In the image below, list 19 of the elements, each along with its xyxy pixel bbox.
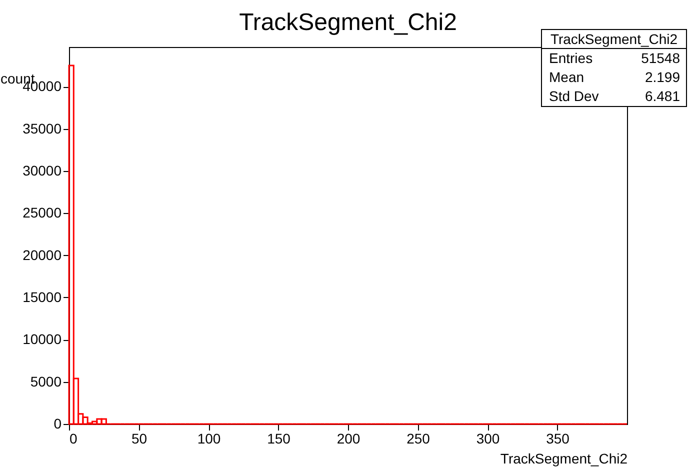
x-tick-label: 350 — [546, 430, 570, 446]
y-tick-label: 5000 — [30, 373, 62, 390]
chart-title: TrackSegment_Chi2 — [239, 9, 457, 36]
y-tick-label: 30000 — [22, 162, 62, 178]
y-tick-label: 15000 — [22, 288, 62, 305]
y-tick-label: 0 — [54, 416, 62, 432]
x-tick-label: 100 — [197, 430, 221, 446]
x-tick-label: 300 — [476, 430, 500, 446]
x-tick-label: 200 — [336, 430, 360, 446]
x-tick-label: 0 — [70, 430, 78, 446]
x-axis-title: TrackSegment_Chi2 — [500, 450, 628, 466]
stats-box: TrackSegment_Chi2 Entries 51548 Mean 2.199 Std Dev 6.481 — [541, 29, 687, 107]
y-tick-label: 10000 — [22, 331, 62, 348]
x-tick-label: 150 — [267, 430, 291, 446]
y-tick-label: 25000 — [22, 204, 62, 221]
x-tick-label: 50 — [131, 430, 148, 446]
x-tick-label: 250 — [406, 430, 430, 446]
y-tick-label: 35000 — [22, 120, 62, 136]
y-tick-label: 20000 — [22, 246, 62, 263]
